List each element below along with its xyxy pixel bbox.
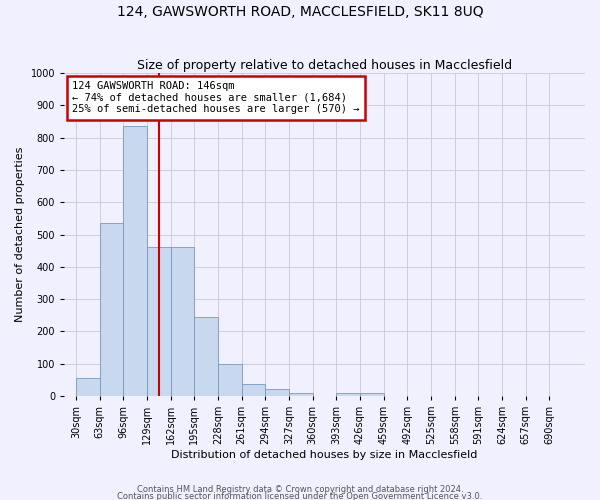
- Text: Contains public sector information licensed under the Open Government Licence v3: Contains public sector information licen…: [118, 492, 482, 500]
- X-axis label: Distribution of detached houses by size in Macclesfield: Distribution of detached houses by size …: [172, 450, 478, 460]
- Bar: [123, 126, 147, 396]
- Title: Size of property relative to detached houses in Macclesfield: Size of property relative to detached ho…: [137, 59, 512, 72]
- Text: 124 GAWSWORTH ROAD: 146sqm
← 74% of detached houses are smaller (1,684)
25% of s: 124 GAWSWORTH ROAD: 146sqm ← 74% of deta…: [72, 81, 359, 114]
- Bar: [265, 389, 289, 396]
- Bar: [76, 378, 100, 396]
- Bar: [242, 384, 265, 396]
- Bar: [218, 364, 242, 396]
- Text: Contains HM Land Registry data © Crown copyright and database right 2024.: Contains HM Land Registry data © Crown c…: [137, 486, 463, 494]
- Bar: [337, 394, 360, 396]
- Y-axis label: Number of detached properties: Number of detached properties: [15, 147, 25, 322]
- Bar: [170, 248, 194, 396]
- Bar: [360, 394, 384, 396]
- Text: 124, GAWSWORTH ROAD, MACCLESFIELD, SK11 8UQ: 124, GAWSWORTH ROAD, MACCLESFIELD, SK11 …: [116, 5, 484, 19]
- Bar: [289, 392, 313, 396]
- Bar: [147, 248, 170, 396]
- Bar: [100, 223, 123, 396]
- Bar: [194, 317, 218, 396]
